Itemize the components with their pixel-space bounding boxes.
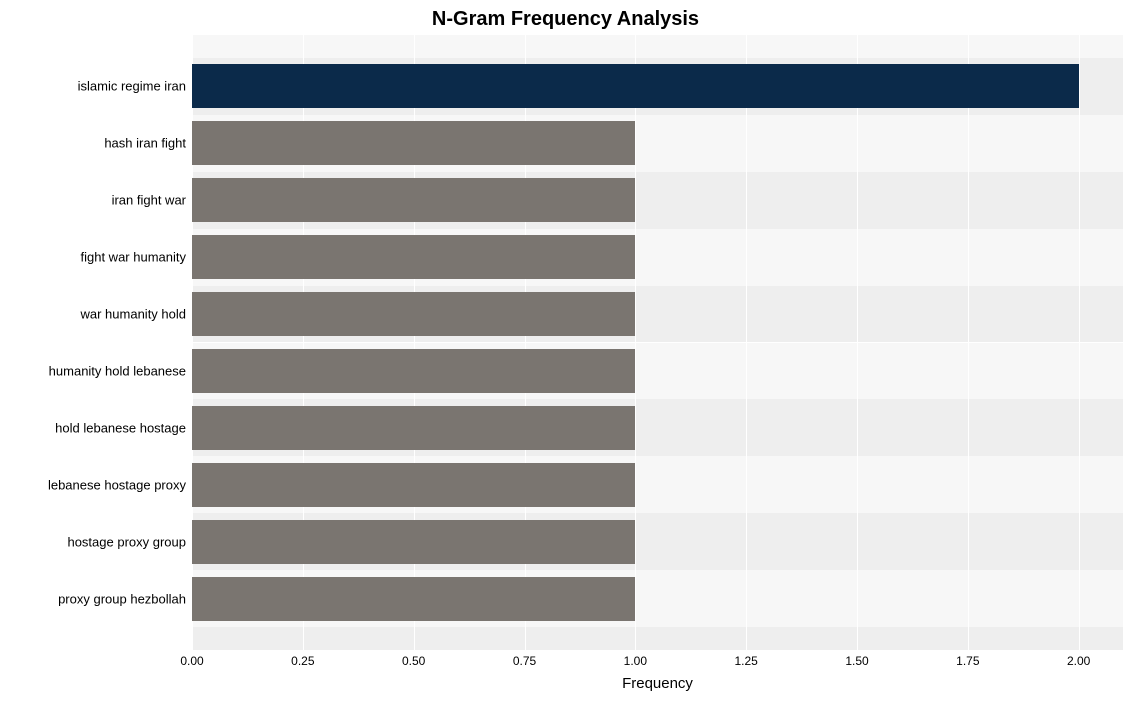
x-gridline [1079, 35, 1080, 650]
x-gridline [968, 35, 969, 650]
x-gridline [746, 35, 747, 650]
x-tick-label: 0.75 [513, 654, 536, 668]
bar [192, 64, 1079, 108]
x-tick-label: 1.50 [845, 654, 868, 668]
x-tick-label: 2.00 [1067, 654, 1090, 668]
y-tick-label: proxy group hezbollah [0, 591, 186, 606]
row-band [192, 35, 1123, 58]
y-tick-label: war humanity hold [0, 307, 186, 322]
y-tick-label: islamic regime iran [0, 79, 186, 94]
x-tick-label: 1.75 [956, 654, 979, 668]
bar [192, 520, 635, 564]
chart-title: N-Gram Frequency Analysis [0, 8, 1131, 31]
x-tick-label: 1.00 [624, 654, 647, 668]
y-tick-label: iran fight war [0, 193, 186, 208]
y-tick-label: lebanese hostage proxy [0, 477, 186, 492]
plot-area [192, 35, 1123, 650]
y-tick-label: humanity hold lebanese [0, 363, 186, 378]
y-tick-label: hold lebanese hostage [0, 420, 186, 435]
x-tick-label: 0.25 [291, 654, 314, 668]
x-gridline [635, 35, 636, 650]
ngram-frequency-chart: N-Gram Frequency Analysis Frequency isla… [0, 0, 1131, 701]
bar [192, 577, 635, 621]
x-gridline [857, 35, 858, 650]
y-tick-label: hostage proxy group [0, 534, 186, 549]
x-tick-label: 0.50 [402, 654, 425, 668]
row-band [192, 627, 1123, 650]
x-tick-label: 1.25 [734, 654, 757, 668]
bar [192, 121, 635, 165]
bar [192, 406, 635, 450]
bar [192, 349, 635, 393]
y-tick-label: hash iran fight [0, 136, 186, 151]
bar [192, 178, 635, 222]
x-axis-title-text: Frequency [622, 675, 693, 692]
bar [192, 292, 635, 336]
x-tick-label: 0.00 [180, 654, 203, 668]
bar [192, 235, 635, 279]
y-tick-label: fight war humanity [0, 250, 186, 265]
bar [192, 463, 635, 507]
